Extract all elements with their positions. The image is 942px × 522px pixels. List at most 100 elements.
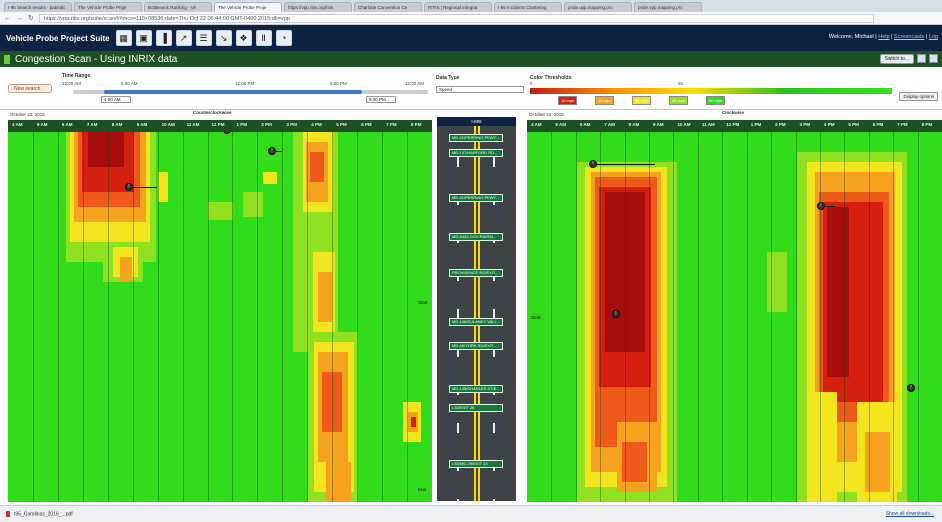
road-sign[interactable]: MD-41/PERRING PKWY... <box>449 194 503 202</box>
hour-gridline <box>918 132 919 502</box>
congestion-cell <box>605 192 645 352</box>
browser-tab[interactable]: RITIS | Regional Integrat <box>424 2 492 12</box>
info-icon[interactable] <box>929 54 938 63</box>
congestion-cell <box>318 272 332 322</box>
road-sign[interactable]: MD-147/HARFORD RD... <box>449 149 503 157</box>
road-sign[interactable]: MD-45/YORK RD/EXIT... <box>449 342 503 350</box>
hour-gridline <box>796 132 797 502</box>
time-range-selection[interactable] <box>104 90 362 94</box>
browser-tab[interactable]: Charlotte Convention Ce <box>354 2 422 12</box>
browser-tab[interactable]: The Vehicle Probe Proje <box>74 2 142 12</box>
incident-marker-icon[interactable]: ! <box>907 384 915 392</box>
time-tick: 3 PM <box>799 122 811 127</box>
time-tick-label: 12:00 PM <box>235 81 255 86</box>
time-tick: 4 PM <box>311 122 322 127</box>
hour-gridline <box>625 132 626 502</box>
hour-gridline <box>649 132 650 502</box>
hour-gridline <box>208 132 209 502</box>
browser-tab[interactable]: The Vehicle Probe Proje <box>214 2 282 12</box>
puzzle-icon[interactable]: ❖ <box>235 30 252 46</box>
color-threshold-slider[interactable] <box>530 88 892 94</box>
line-chart-icon[interactable]: ↗ <box>175 30 192 46</box>
browser-tab[interactable]: I-95 Incidents Clustering <box>494 2 562 12</box>
road-sign[interactable]: PROVIDENCE RD/EXIT... <box>449 269 503 277</box>
browser-tab[interactable]: pride.vpp.mapping.pro <box>564 2 632 12</box>
hour-gridline <box>551 132 552 502</box>
hour-gridline <box>282 132 283 502</box>
time-range-slider[interactable] <box>73 90 428 94</box>
lane-dash <box>457 423 459 433</box>
share-icon[interactable] <box>917 54 926 63</box>
browser-tab[interactable]: pride.vpp.mapping.pro <box>634 2 702 12</box>
incident-marker-icon[interactable]: ! <box>817 202 825 210</box>
threshold-chip[interactable]: 50 mph <box>706 96 726 105</box>
left-congestion-heatmap[interactable]: !!! <box>8 132 432 502</box>
time-tick: 10 AM <box>161 122 175 127</box>
trend-icon[interactable]: ↘ <box>215 30 232 46</box>
download-filename: I95_Carolinas_2016_...pdf <box>14 511 73 518</box>
time-tick: 9 AM <box>653 122 664 127</box>
browser-tab[interactable]: https://vpp.ritis.org/ritis <box>284 2 352 12</box>
time-tick: 5 AM <box>36 122 48 127</box>
browser-tab[interactable]: Bottleneck Ranking - Ve <box>144 2 212 12</box>
reload-icon[interactable]: ↻ <box>28 15 34 22</box>
hour-gridline <box>722 132 723 502</box>
road-sign[interactable]: MD-146/DULANEY VALL... <box>449 318 503 326</box>
bar-chart-icon[interactable]: ▐ <box>155 30 172 46</box>
threshold-chip[interactable]: 30 mph <box>632 96 652 105</box>
hour-gridline <box>600 132 601 502</box>
back-icon[interactable]: ← <box>4 14 11 22</box>
threshold-chip[interactable]: 40 mph <box>669 96 689 105</box>
incident-marker-icon[interactable]: ! <box>125 183 133 191</box>
incident-marker-icon[interactable]: ! <box>589 160 597 168</box>
table-icon[interactable]: ☰ <box>195 30 212 46</box>
incident-marker-icon[interactable]: ! <box>612 310 620 318</box>
url-input[interactable]: https://vpp.ritis.org/suite/scan/#/tmcs=… <box>38 13 874 23</box>
hour-gridline <box>820 132 821 502</box>
right-congestion-heatmap[interactable]: !!!! <box>527 132 942 502</box>
download-item[interactable]: I95_Carolinas_2016_...pdf <box>6 511 73 517</box>
road-sign[interactable]: MD-139/CHARLES ST/E... <box>449 385 503 393</box>
logout-link[interactable]: Log <box>928 34 938 40</box>
road-sign[interactable]: I-83/MD-25/EXIT 23 <box>449 460 503 468</box>
threshold-chip[interactable]: 20 mph <box>595 96 615 105</box>
threshold-min: 0 <box>530 81 533 86</box>
time-tick: 12 PM <box>211 122 225 127</box>
incident-span <box>276 151 282 152</box>
congestion-cell <box>158 172 168 202</box>
app-header: Vehicle Probe Project Suite ▦ ▣ ▐ ↗ ☰ ↘ ❖ Ⅱ ◔ We… <box>0 25 942 51</box>
hour-gridline <box>357 132 358 502</box>
right-time-axis: 4 AM 5 AM 6 AM 7 AM 8 AM 9 AM 10 AM 11 AM 12 PM 1… <box>527 120 942 132</box>
incident-marker-icon[interactable]: ! <box>223 132 231 134</box>
new-search-button[interactable]: New search <box>8 84 52 93</box>
time-tick: 6 PM <box>872 122 884 127</box>
help-link[interactable]: Help <box>878 34 890 40</box>
gauge-icon[interactable]: ◔ <box>275 30 292 46</box>
display-options-button[interactable]: Display options <box>899 92 938 101</box>
forward-icon[interactable]: → <box>16 14 23 22</box>
toolbar: ▦ ▣ ▐ ↗ ☰ ↘ ❖ Ⅱ ◔ <box>115 30 296 46</box>
data-type-select[interactable]: Speed <box>436 86 524 93</box>
congestion-cell <box>263 172 277 184</box>
end-time-input[interactable]: 8:30 PM <box>366 96 396 103</box>
switch-to-button[interactable]: Switch to... <box>879 54 914 64</box>
road-sign[interactable]: I-83/EXIT 26 <box>449 404 503 412</box>
grid-icon[interactable]: ▦ <box>115 30 132 46</box>
lane-dash <box>493 423 495 433</box>
show-all-downloads-link[interactable]: Show all downloads... <box>885 511 934 517</box>
bars-icon[interactable]: Ⅱ <box>255 30 272 46</box>
time-tick: 2 PM <box>775 122 786 127</box>
incident-marker-icon[interactable]: ! <box>268 147 276 155</box>
browser-tab[interactable]: I-95 Search results - patriotic <box>4 2 72 12</box>
road-sign[interactable]: MD-41/PERRING PKWY... <box>449 134 503 142</box>
start-time-input[interactable]: 4:00 AM <box>101 96 131 103</box>
time-tick: 2 PM <box>261 122 272 127</box>
screencasts-link[interactable]: Screencasts <box>894 34 925 40</box>
right-direction: Clockwise <box>722 110 745 115</box>
hour-gridline <box>869 132 870 502</box>
threshold-chip[interactable]: 10 mph <box>558 96 578 105</box>
road-sign[interactable]: MD-542/LOCH RAVEN... <box>449 233 503 241</box>
right-date: October 22, 2015 <box>529 112 564 117</box>
hour-gridline <box>332 132 333 502</box>
map-icon[interactable]: ▣ <box>135 30 152 46</box>
